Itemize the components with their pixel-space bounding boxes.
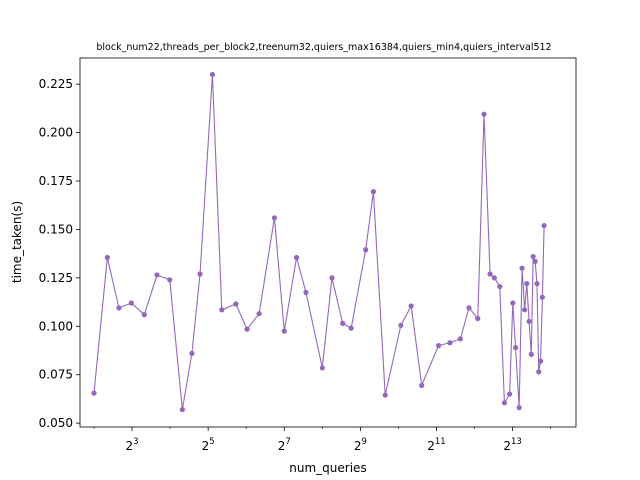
data-point <box>363 247 369 253</box>
data-point <box>293 254 300 261</box>
data-point <box>209 71 216 78</box>
data-point <box>507 391 513 397</box>
y-tick-label: 0.075 <box>39 368 73 382</box>
data-point <box>408 303 414 309</box>
y-tick-label: 0.050 <box>39 416 73 430</box>
chart-title: block_num22,threads_per_block2,treenum32… <box>96 42 551 53</box>
data-point <box>340 320 346 326</box>
data-point <box>398 322 404 328</box>
data-point <box>116 305 122 311</box>
y-axis-label: time_taken(s) <box>10 201 24 283</box>
data-point <box>271 215 278 221</box>
data-point <box>497 283 503 290</box>
data-point <box>128 300 134 306</box>
data-point <box>491 275 497 281</box>
data-point <box>348 325 354 331</box>
data-point <box>526 318 532 325</box>
y-tick-label: 0.225 <box>39 77 73 91</box>
data-point <box>536 369 542 375</box>
data-point <box>419 382 425 388</box>
data-point <box>141 312 147 318</box>
data-point <box>219 307 225 313</box>
data-point <box>382 392 388 398</box>
y-tick-label: 0.100 <box>39 319 73 333</box>
data-point <box>510 300 516 306</box>
data-point <box>457 336 463 342</box>
data-point <box>466 305 472 311</box>
data-point <box>539 294 546 300</box>
data-point <box>189 350 195 356</box>
data-point <box>530 253 536 260</box>
plot-area: 23 25 27 29 211 213 0.050 0.075 0.100 0.125 0.150 0… <box>39 57 577 453</box>
y-tick-label: 0.175 <box>39 174 73 188</box>
x-tick-label: 25 <box>202 437 215 453</box>
data-point <box>179 406 185 413</box>
data-point <box>91 390 97 396</box>
data-point <box>197 271 203 277</box>
data-point <box>447 340 453 346</box>
data-point <box>154 272 160 278</box>
data-point <box>519 265 525 271</box>
data-point <box>370 189 376 195</box>
data-point <box>528 351 534 357</box>
data-point <box>501 400 508 406</box>
x-tick-label: 213 <box>503 437 521 453</box>
data-point <box>481 111 487 117</box>
y-tick-label: 0.125 <box>39 271 73 285</box>
x-tick-label: 23 <box>126 437 139 453</box>
data-point <box>281 328 287 334</box>
y-tick-label: 0.200 <box>39 126 73 140</box>
data-point <box>512 344 519 351</box>
data-point <box>233 301 239 307</box>
data-point <box>537 358 544 364</box>
x-tick-label: 27 <box>278 437 291 453</box>
data-point <box>319 365 325 371</box>
x-axis-label: num_queries <box>289 461 366 475</box>
data-point <box>541 222 547 229</box>
x-tick-label: 211 <box>427 437 445 453</box>
data-point <box>329 275 335 281</box>
data-point <box>475 315 481 322</box>
data-point <box>303 289 309 295</box>
plot-frame <box>79 57 577 428</box>
data-point <box>524 281 530 287</box>
data-point <box>532 258 538 264</box>
data-point <box>104 254 110 261</box>
data-point <box>516 405 522 411</box>
data-point <box>244 326 250 332</box>
data-point <box>522 307 528 313</box>
data-point <box>167 277 173 283</box>
x-tick-label: 29 <box>354 437 367 453</box>
y-tick-label: 0.150 <box>39 222 73 236</box>
data-point <box>534 281 540 287</box>
data-point <box>256 311 262 317</box>
data-point <box>487 271 493 277</box>
data-point <box>435 343 442 349</box>
